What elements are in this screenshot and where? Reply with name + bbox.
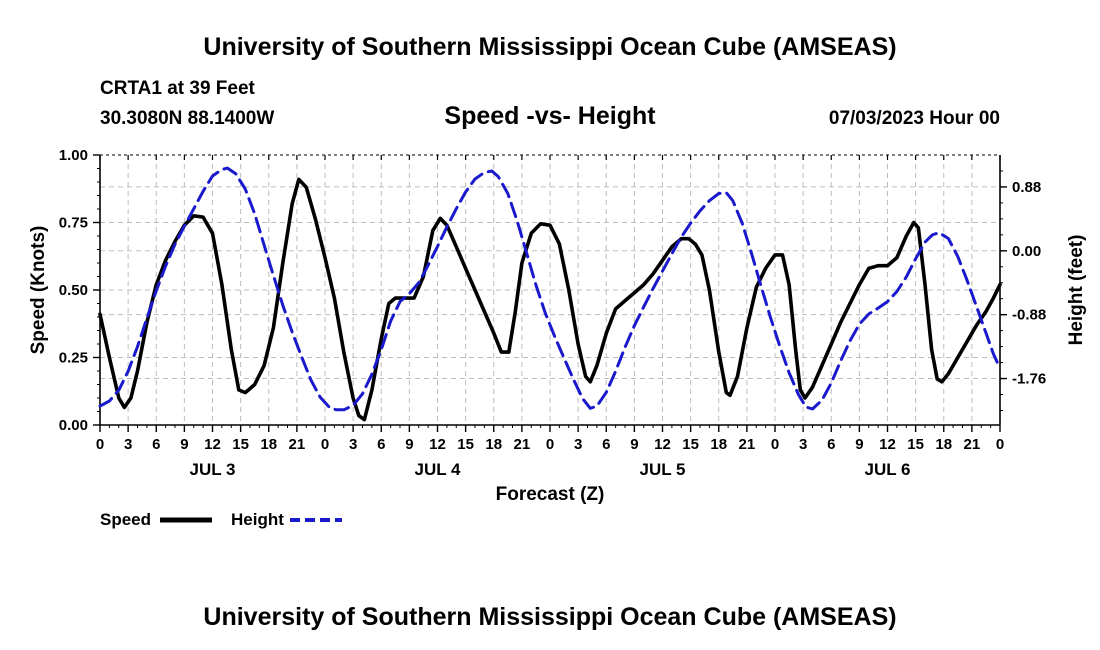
x-tick-label: 18 bbox=[935, 436, 952, 453]
y-right-tick-label: 0.00 bbox=[1012, 243, 1041, 260]
x-tick-label: 18 bbox=[710, 436, 727, 453]
x-tick-label: 21 bbox=[289, 436, 306, 453]
x-tick-label: 12 bbox=[654, 436, 671, 453]
legend-height-label: Height bbox=[231, 510, 284, 529]
x-axis-label: Forecast (Z) bbox=[496, 484, 605, 505]
chart-subtitle: Speed -vs- Height bbox=[444, 102, 656, 130]
x-tick-label: 21 bbox=[964, 436, 981, 453]
x-tick-label: 3 bbox=[349, 436, 357, 453]
y-axis-right-label: Height (feet) bbox=[1066, 235, 1087, 346]
x-tick-label: 15 bbox=[682, 436, 699, 453]
x-tick-label: 0 bbox=[321, 436, 329, 453]
x-tick-label: 3 bbox=[574, 436, 582, 453]
plot-area: 0 3 6 9 12 15 18 21 0 3 6 9 12 15 18 21 0 3 6 9 12 15 18 21 0 3 6 9… bbox=[59, 147, 1046, 479]
x-tick-label: 12 bbox=[879, 436, 896, 453]
x-tick-label: 9 bbox=[630, 436, 638, 453]
y-axis-left-label: Speed (Knots) bbox=[28, 226, 49, 355]
day-label: JUL 6 bbox=[865, 460, 911, 479]
y-right-tick-label: -1.76 bbox=[1012, 371, 1046, 388]
day-label: JUL 3 bbox=[190, 460, 236, 479]
y-left-tick-label: 0.00 bbox=[59, 417, 88, 434]
datetime-label: 07/03/2023 Hour 00 bbox=[829, 108, 1000, 129]
x-tick-label: 6 bbox=[377, 436, 385, 453]
x-tick-label: 15 bbox=[232, 436, 249, 453]
x-tick-label: 3 bbox=[799, 436, 807, 453]
x-tick-label: 0 bbox=[996, 436, 1004, 453]
x-tick-label: 21 bbox=[514, 436, 531, 453]
day-label: JUL 4 bbox=[415, 460, 462, 479]
x-tick-label: 6 bbox=[602, 436, 610, 453]
station-label: CRTA1 at 39 Feet bbox=[100, 78, 256, 99]
location-label: 30.3080N 88.1400W bbox=[100, 108, 274, 129]
y-left-tick-label: 0.50 bbox=[59, 282, 88, 299]
x-tick-label: 0 bbox=[771, 436, 779, 453]
x-tick-label: 21 bbox=[739, 436, 756, 453]
x-tick-label: 6 bbox=[152, 436, 160, 453]
x-tick-label: 15 bbox=[457, 436, 474, 453]
x-tick-label: 18 bbox=[485, 436, 502, 453]
x-tick-label: 9 bbox=[180, 436, 188, 453]
y-left-tick-label: 0.75 bbox=[59, 215, 88, 232]
legend-speed-label: Speed bbox=[100, 510, 151, 529]
x-tick-label: 3 bbox=[124, 436, 132, 453]
day-label: JUL 5 bbox=[640, 460, 686, 479]
x-tick-label: 9 bbox=[405, 436, 413, 453]
x-tick-label: 12 bbox=[204, 436, 221, 453]
footer-title: University of Southern Mississippi Ocean… bbox=[203, 603, 896, 631]
y-right-tick-label: -0.88 bbox=[1012, 307, 1046, 324]
x-tick-label: 15 bbox=[907, 436, 924, 453]
chart-title: University of Southern Mississippi Ocean… bbox=[203, 33, 896, 61]
y-left-tick-label: 1.00 bbox=[59, 147, 88, 164]
x-tick-label: 18 bbox=[260, 436, 277, 453]
x-tick-label: 12 bbox=[429, 436, 446, 453]
x-tick-label: 0 bbox=[546, 436, 554, 453]
height-series-line bbox=[98, 166, 1002, 412]
x-tick-label: 0 bbox=[96, 436, 104, 453]
x-tick-label: 9 bbox=[855, 436, 863, 453]
speed-series-line bbox=[98, 177, 1002, 422]
y-left-tick-label: 0.25 bbox=[59, 350, 88, 367]
x-tick-label: 6 bbox=[827, 436, 835, 453]
y-right-tick-label: 0.88 bbox=[1012, 179, 1041, 196]
legend: Speed Height bbox=[100, 510, 342, 529]
